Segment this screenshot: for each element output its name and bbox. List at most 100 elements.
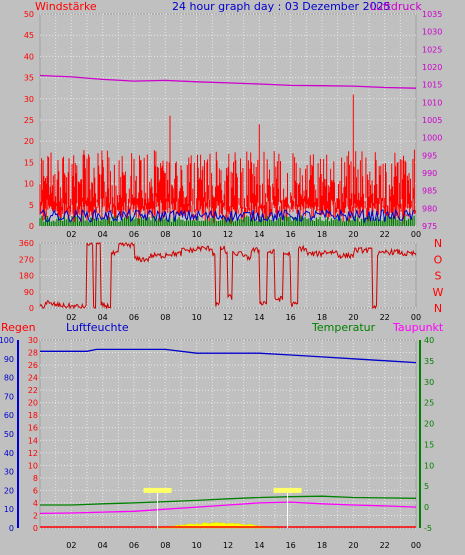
wind-axis-tick: 20: [24, 137, 34, 146]
rain-axis-tick: 16: [28, 424, 38, 433]
temperature-series: [40, 495, 417, 506]
rain-axis-tick: 22: [28, 386, 38, 395]
humidity-label: Luftfeuchte: [66, 321, 129, 334]
temperature-axis-tick: 0: [424, 503, 429, 512]
pressure-axis-tick: 1035: [422, 10, 442, 19]
hour-tick-label: 00: [411, 541, 421, 550]
hour-tick-label: 10: [192, 313, 202, 322]
temperature-label: Temperatur: [311, 321, 376, 334]
humidity-axis-tick: 80: [4, 374, 14, 383]
wind-axis-tick: 50: [24, 10, 34, 19]
hour-tick-label: 04: [98, 541, 108, 550]
pressure-label: Luftdruck: [370, 0, 422, 13]
hour-tick-label: 18: [317, 541, 327, 550]
compass-tick: N: [434, 302, 442, 315]
temperature-axis-tick: 40: [424, 336, 434, 345]
hour-tick-label: 16: [286, 541, 296, 550]
dewpoint-label: Taupunkt: [392, 321, 444, 334]
pressure-axis-tick: 975: [422, 222, 437, 231]
humidity-axis-tick: 0: [9, 524, 14, 533]
hour-tick-label: 06: [129, 313, 139, 322]
hour-tick-label: 14: [254, 230, 264, 239]
sunset-marker: [273, 487, 302, 493]
hour-tick-label: 16: [286, 313, 296, 322]
rain-label: Regen: [1, 321, 36, 334]
hour-tick-label: 02: [66, 313, 76, 322]
humidity-axis-tick: 40: [4, 449, 14, 458]
wind-axis-tick: 15: [24, 158, 34, 167]
hour-tick-label: 00: [411, 313, 421, 322]
rain-axis-tick: 6: [33, 486, 38, 495]
wind-direction-series: [39, 242, 417, 310]
temperature-axis-tick: 10: [424, 461, 434, 470]
wind-axis-tick: 45: [24, 31, 34, 40]
pressure-series: [39, 74, 417, 89]
humidity-axis-tick: 70: [4, 392, 14, 401]
rain-axis-tick: 18: [28, 411, 38, 420]
axis-layer: 0510152025303540455097598098599099510001…: [0, 10, 444, 550]
wind-speed-series: [39, 94, 416, 225]
hour-tick-label: 12: [223, 541, 233, 550]
rain-axis-tick: 10: [28, 461, 38, 470]
rain-axis-tick: 8: [33, 474, 38, 483]
humidity-axis-tick: 60: [4, 411, 14, 420]
wind-calm-series: [39, 215, 415, 226]
pressure-axis-tick: 1030: [422, 28, 442, 37]
humidity-series: [40, 348, 417, 364]
temperature-axis-tick: 15: [424, 440, 434, 449]
humidity-axis-tick: 20: [4, 486, 14, 495]
hour-tick-label: 04: [98, 230, 108, 239]
hour-tick-label: 02: [66, 541, 76, 550]
hour-tick-label: 06: [129, 541, 139, 550]
hour-tick-label: 08: [160, 313, 170, 322]
hour-tick-label: 08: [160, 230, 170, 239]
rain-axis-tick: 12: [28, 449, 38, 458]
pressure-axis-tick: 1010: [422, 98, 442, 107]
direction-axis-tick: 90: [24, 288, 34, 297]
pressure-axis-tick: 1000: [422, 134, 442, 143]
wind-axis-tick: 30: [24, 95, 34, 104]
pressure-axis-tick: 980: [422, 204, 437, 213]
hour-tick-label: 04: [98, 313, 108, 322]
rain-axis-tick: 14: [28, 436, 38, 445]
hour-tick-label: 02: [66, 230, 76, 239]
hour-tick-label: 20: [348, 313, 358, 322]
chart-title: 24 hour graph day : 03 Dezember 2025: [172, 0, 391, 13]
hour-tick-label: 12: [223, 313, 233, 322]
pressure-axis-tick: 1015: [422, 81, 442, 90]
temperature-axis-tick: 35: [424, 357, 434, 366]
pressure-axis-tick: 995: [422, 151, 437, 160]
wind-axis-tick: 35: [24, 74, 34, 83]
direction-axis-tick: 360: [19, 239, 34, 248]
pressure-axis-tick: 990: [422, 169, 437, 178]
hour-tick-label: 22: [380, 541, 390, 550]
direction-axis-tick: 180: [19, 272, 34, 281]
direction-axis-tick: 270: [19, 255, 34, 264]
compass-tick: W: [433, 286, 444, 299]
temperature-axis-tick: 30: [424, 378, 434, 387]
hour-tick-label: 18: [317, 313, 327, 322]
rain-axis-tick: 24: [28, 374, 38, 383]
rain-axis-tick: 0: [33, 524, 38, 533]
hour-tick-label: 20: [348, 541, 358, 550]
wind-axis-tick: 0: [29, 222, 34, 231]
hour-tick-label: 00: [411, 230, 421, 239]
humidity-axis-tick: 50: [4, 430, 14, 439]
rain-axis-tick: 20: [28, 399, 38, 408]
rain-axis-tick: 4: [33, 499, 38, 508]
pressure-axis-tick: 985: [422, 187, 437, 196]
direction-axis-tick: 0: [29, 304, 34, 313]
wind-axis-tick: 25: [24, 116, 34, 125]
rain-axis-tick: 30: [28, 336, 38, 345]
compass-tick: S: [435, 270, 442, 283]
humidity-axis-tick: 100: [0, 336, 14, 345]
hour-tick-label: 08: [160, 541, 170, 550]
humidity-axis-tick: 30: [4, 468, 14, 477]
wind-average-series: [39, 208, 415, 224]
temperature-axis-tick: 20: [424, 420, 434, 429]
hour-tick-label: 22: [380, 313, 390, 322]
rain-axis-tick: 26: [28, 361, 38, 370]
hour-tick-label: 14: [254, 541, 264, 550]
hour-tick-label: 10: [192, 230, 202, 239]
